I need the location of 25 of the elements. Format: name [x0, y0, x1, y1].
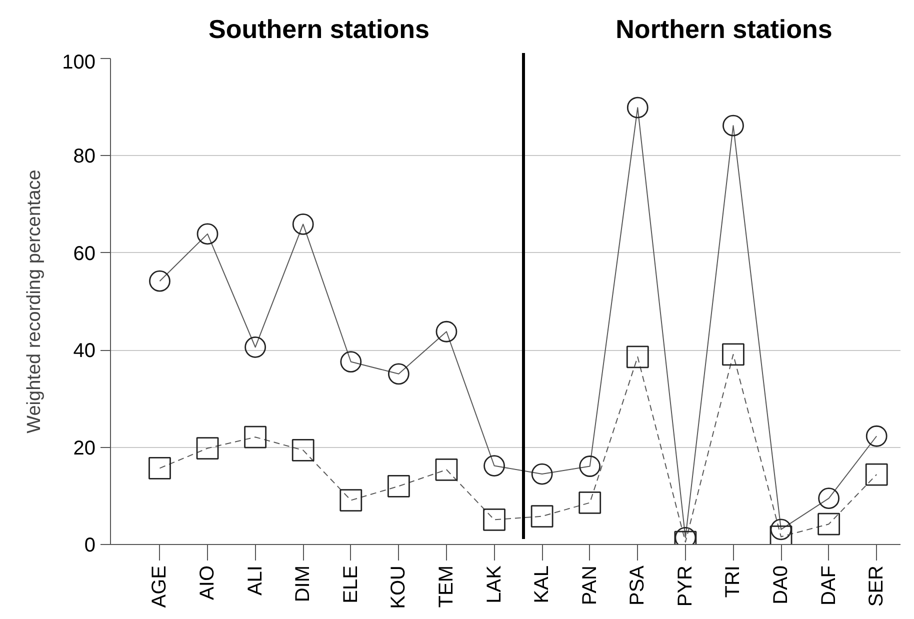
x-tick-label: AGE [148, 565, 171, 608]
y-tick-label: 40 [73, 340, 96, 362]
y-tick-label: 20 [73, 437, 96, 460]
x-tick-label: TRI [722, 566, 744, 598]
x-tick-label: TEM [435, 566, 458, 608]
y-tick-label: 60 [73, 242, 96, 265]
x-tick-label: AIO [196, 566, 219, 600]
y-axis-title: Weighted recording percentace [24, 170, 46, 434]
x-tick-label: PAN [578, 566, 601, 606]
x-tick-label: KOU [388, 565, 410, 609]
x-tick-label: DAF [818, 566, 840, 606]
y-tick-label: 100 [62, 52, 96, 74]
x-tick-label: DA0 [770, 566, 792, 604]
y-tick-label: 80 [73, 146, 96, 168]
x-tick-label: SER [866, 566, 888, 607]
text: Southern stations [208, 13, 430, 46]
x-tick-label: ELE [340, 565, 362, 604]
x-tick-label: ALI [244, 565, 266, 596]
x-tick-label: KAL [531, 565, 554, 604]
y-tick-label: 0 [84, 534, 96, 556]
x-tick-label: PSA [626, 564, 649, 606]
x-tick-label: DIM [292, 565, 314, 602]
x-tick-label: LAK [483, 564, 506, 604]
text: Northern stations [616, 13, 832, 46]
x-tick-label: PYR [674, 566, 696, 607]
